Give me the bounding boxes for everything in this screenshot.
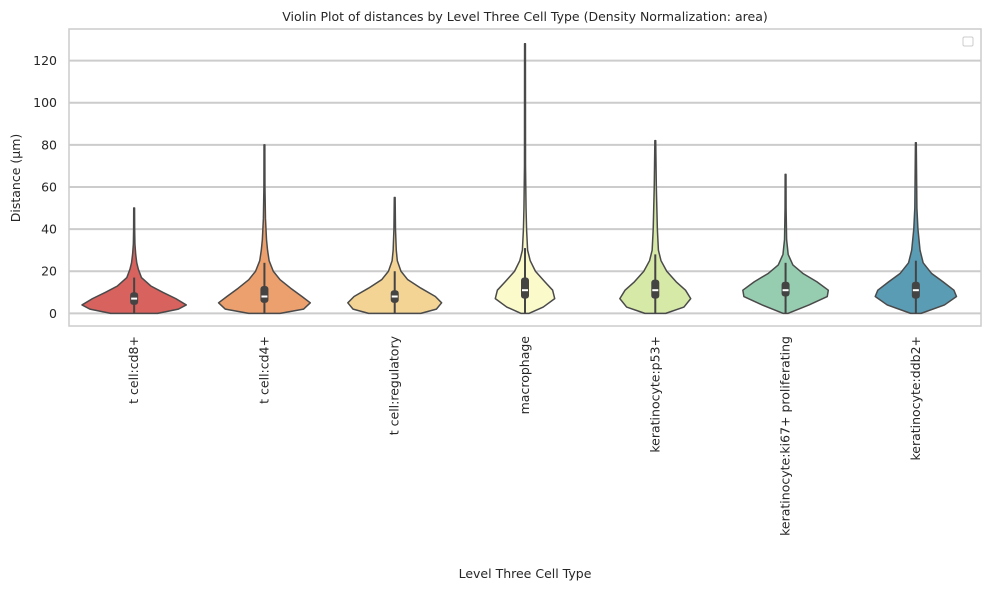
violin-0 <box>81 207 188 315</box>
violin-5 <box>742 173 830 315</box>
violin-body <box>742 173 830 315</box>
x-tick-label: keratinocyte:p53+ <box>647 336 662 453</box>
x-axis-label: Level Three Cell Type <box>459 566 592 581</box>
violin-body <box>874 141 958 315</box>
violin-body <box>81 207 188 315</box>
y-tick-label: 120 <box>33 53 57 68</box>
violin-iqr-box <box>651 279 660 299</box>
y-tick-label: 60 <box>41 179 57 194</box>
y-axis-label: Distance (µm) <box>8 134 23 223</box>
plot-frame <box>68 28 982 327</box>
violin-1 <box>217 144 312 315</box>
y-tick-label: 20 <box>41 264 57 279</box>
violin-4 <box>619 139 692 315</box>
y-tick-label: 40 <box>41 222 57 237</box>
violin-body <box>217 144 312 315</box>
x-tick-label: keratinocyte:ddb2+ <box>908 336 923 461</box>
x-tick-label: t cell:cd8+ <box>126 336 141 404</box>
violin-3 <box>494 42 556 315</box>
violin-iqr-box <box>781 281 790 297</box>
x-tick-label: t cell:cd4+ <box>256 336 271 404</box>
x-tick-label: t cell:regulatory <box>387 335 402 435</box>
y-tick-label: 100 <box>33 95 57 110</box>
violin-body <box>619 139 692 315</box>
violin-iqr-box <box>260 285 269 303</box>
violins <box>81 42 958 315</box>
x-tick-label: macrophage <box>517 336 532 415</box>
violin-body <box>347 196 443 315</box>
chart-title: Violin Plot of distances by Level Three … <box>282 9 768 24</box>
legend-box <box>962 36 974 47</box>
x-axis-ticks: t cell:cd8+ t cell:cd4+ t cell:regulatory m… <box>126 335 923 535</box>
violin-body <box>494 42 556 315</box>
y-tick-label: 80 <box>41 137 57 152</box>
y-tick-label: 0 <box>49 306 57 321</box>
violin-6 <box>874 141 958 315</box>
x-tick-label: keratinocyte:ki67+ proliferating <box>778 336 793 536</box>
violin-2 <box>347 196 443 315</box>
y-axis-ticks: 0 20 40 60 80 100 120 <box>33 53 57 321</box>
violin-iqr-box <box>521 277 529 299</box>
